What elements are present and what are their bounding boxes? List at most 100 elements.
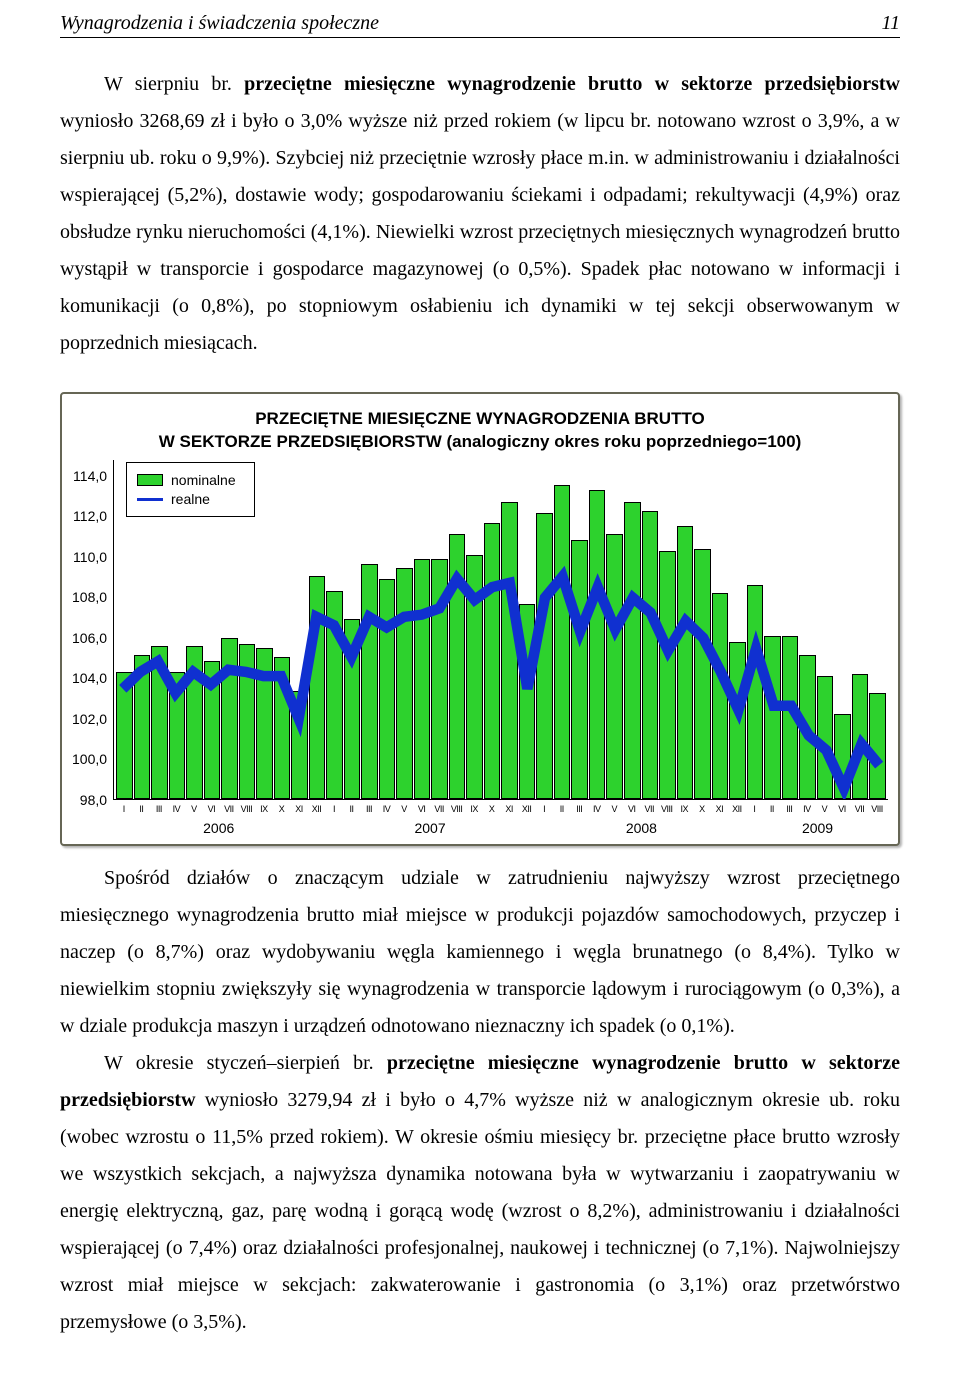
x-tick-month: VIII [238,804,256,814]
x-tick-month: VIII [868,804,886,814]
bar [134,655,151,799]
bar [186,646,203,799]
y-tick: 114,0 [72,468,107,484]
body-text-block-1: W sierpniu br. przeciętne miesięczne wyn… [60,66,900,362]
bar [256,648,273,798]
bar [589,490,606,799]
x-tick-month: V [395,804,413,814]
x-tick-month: VIII [448,804,466,814]
x-tick-month: VII [641,804,659,814]
bar [799,655,816,799]
bar [151,646,168,799]
x-tick-month: IX [465,804,483,814]
bar [571,540,588,798]
p1-rest: wyniosło 3268,69 zł i było o 3,0% wyższe… [60,110,900,354]
bar [361,564,378,799]
x-tick-month: IV [798,804,816,814]
bar [834,714,851,799]
x-tick-month: VI [413,804,431,814]
x-tick-month: I [115,804,133,814]
chart-title-line1: PRZECIĘTNE MIESIĘCZNE WYNAGRODZENIA BRUT… [72,408,888,431]
x-tick-month: VI [623,804,641,814]
bar [869,693,886,799]
paragraph-2: Spośród działów o znaczącym udziale w za… [60,860,900,1045]
bar [396,568,413,799]
wages-chart: PRZECIĘTNE MIESIĘCZNE WYNAGRODZENIA BRUT… [60,392,900,846]
legend-swatch-line [137,498,163,501]
bar [431,559,448,798]
bar [239,644,256,799]
y-tick: 98,0 [72,792,107,808]
x-tick-month: XII [308,804,326,814]
x-tick-month: I [535,804,553,814]
x-tick-month: X [483,804,501,814]
x-tick-month: XII [518,804,536,814]
x-tick-month: V [605,804,623,814]
x-tick-month: XII [728,804,746,814]
x-tick-month: II [763,804,781,814]
bar [326,591,343,799]
paragraph-3: W okresie styczeń–sierpień br. przeciętn… [60,1045,900,1341]
x-tick-month: III [781,804,799,814]
chart-legend: nominalne realne [126,462,255,517]
bar [642,511,659,799]
bar [116,672,133,799]
x-axis-months: IIIIIIIVVVIVIIVIIIIXXXIXIIIIIIIIIVVVIVII… [113,800,888,814]
x-tick-month: XI [500,804,518,814]
x-tick-month: V [185,804,203,814]
bar [817,676,834,799]
x-tick-month: V [816,804,834,814]
x-tick-month: III [570,804,588,814]
bar [501,502,518,799]
y-tick: 100,0 [72,751,107,767]
bar [747,585,764,799]
chart-title-line2: W SEKTORZE PRZEDSIĘBIORSTW (analogiczny … [72,431,888,454]
y-axis: 114,0112,0110,0108,0106,0104,0102,0100,0… [72,460,113,800]
x-tick-month: I [325,804,343,814]
x-tick-month: III [360,804,378,814]
x-tick-year: 2007 [324,820,535,836]
bar [466,555,483,799]
x-tick-month: VIII [658,804,676,814]
bar [659,551,676,799]
x-tick-month: XI [711,804,729,814]
body-text-block-2: Spośród działów o znaczącym udziale w za… [60,860,900,1341]
y-tick: 102,0 [72,711,107,727]
bar [729,642,746,799]
x-tick-year: 2008 [536,820,747,836]
y-tick: 110,0 [72,549,107,565]
bar [764,636,781,799]
x-tick-month: II [343,804,361,814]
x-tick-month: IV [378,804,396,814]
x-tick-year: 2006 [113,820,324,836]
bar [379,579,396,799]
x-tick-month: X [273,804,291,814]
bar [309,576,326,798]
legend-item-real: realne [137,491,236,507]
bar [221,638,238,799]
bar [624,502,641,799]
bar [414,559,431,798]
x-axis-years: 2006200720082009 [113,820,888,836]
x-tick-month: III [150,804,168,814]
bar [554,485,571,799]
x-tick-month: X [693,804,711,814]
x-tick-month: VII [851,804,869,814]
x-tick-month: IX [255,804,273,814]
running-header-title: Wynagrodzenia i świadczenia społeczne [60,12,379,35]
y-tick: 106,0 [72,630,107,646]
p3-rest: wyniosło 3279,94 zł i było o 4,7% wyższe… [60,1089,900,1333]
bar [519,604,536,799]
bar [536,513,553,799]
x-tick-month: IV [588,804,606,814]
x-tick-month: VII [220,804,238,814]
p1-lead: W sierpniu br. [104,73,244,95]
bar [449,534,466,799]
bar [677,526,694,799]
y-tick: 104,0 [72,670,107,686]
bar [344,619,361,799]
x-tick-month: XI [290,804,308,814]
legend-item-nominal: nominalne [137,472,236,488]
p1-bold: przeciętne miesięczne wynagrodzenie brut… [244,73,900,95]
bar [204,661,221,799]
